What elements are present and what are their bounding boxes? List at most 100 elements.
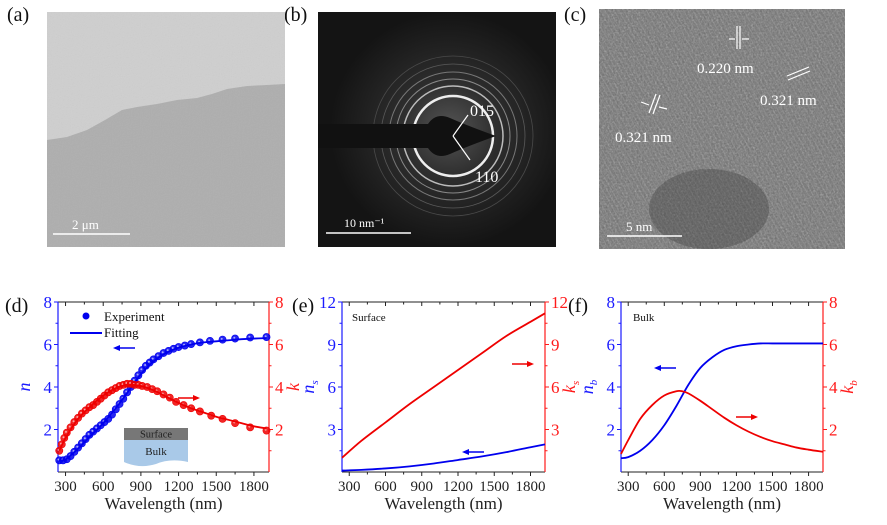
saed-pattern-image: 015 110 10 nm⁻¹ <box>318 12 556 247</box>
x-axis-title: Wavelength (nm) <box>104 494 222 513</box>
beam-stop <box>318 116 496 156</box>
data-point-highlight <box>129 382 132 385</box>
data-point-highlight <box>132 378 135 381</box>
x-tick-label: 1800 <box>239 479 269 495</box>
layer-structure-inset: Surface Bulk <box>124 428 188 467</box>
y-tick-label-left: 4 <box>44 378 53 397</box>
y-tick-label-right: 4 <box>275 378 284 397</box>
y-axis-title-right-subscript: b <box>848 380 860 386</box>
data-point-highlight <box>87 433 90 436</box>
y-axis-title-left: ns <box>298 380 321 393</box>
x-axis-title: Wavelength (nm) <box>384 494 502 513</box>
data-point-highlight <box>91 429 94 432</box>
y-axis-title-left-main: n <box>577 385 597 394</box>
arrow-right-head-icon <box>751 414 758 420</box>
data-point <box>134 371 143 380</box>
y-tick-label-right: 6 <box>275 336 284 355</box>
y-axis-title-left-main: n <box>14 383 34 392</box>
saed-label-015: 015 <box>470 103 494 120</box>
y-tick-label-left: 6 <box>44 336 53 355</box>
data-point-highlight <box>57 458 60 461</box>
data-point-highlight <box>80 411 83 414</box>
chart-tag-bulk: Bulk <box>633 312 655 324</box>
y-axis-title-left-main: n <box>298 385 318 394</box>
data-point-highlight <box>64 430 67 433</box>
x-tick-label: 600 <box>92 479 115 495</box>
chart-tag-surface: Surface <box>352 312 386 324</box>
x-tick-label: 300 <box>338 479 361 495</box>
chart-d: (d) Experiment Fitting 300 600 900 1200 1500… <box>5 293 303 513</box>
series-line-n-fitting <box>59 337 267 462</box>
panel-label-a: (a) <box>7 4 30 26</box>
data-point-highlight <box>121 383 124 386</box>
lattice-spacing-label: 0.321 nm <box>615 130 672 146</box>
y-tick-label-right: 8 <box>275 293 284 312</box>
x-tick-label: 1800 <box>794 479 824 495</box>
data-point-highlight <box>156 354 159 357</box>
data-point <box>218 335 227 344</box>
data-point-highlight <box>76 445 79 448</box>
data-point-highlight <box>233 336 236 339</box>
inset-surface-layer <box>124 428 188 440</box>
y-tick-label-right: 3 <box>551 421 560 440</box>
panel-label-e: (e) <box>292 295 314 317</box>
data-point-highlight <box>117 384 120 387</box>
scale-bar-label: 10 nm⁻¹ <box>344 216 385 230</box>
inset-bulk-layer <box>124 440 188 467</box>
series-line-k-fitting <box>58 383 267 452</box>
y-axis-title-right: ks <box>559 381 582 393</box>
hrtem-image-panel: 0.220 nm 0.321 nm 0.321 nm 5 nm <box>599 9 845 249</box>
y-tick-label-left: 2 <box>44 421 53 440</box>
y-tick-label-right: 8 <box>829 293 838 312</box>
chart-f: (f) Bulk 300 600 900 1200 1500 1800 Wavelength… <box>568 293 860 513</box>
lattice-spacing-label: 0.321 nm <box>760 93 817 109</box>
x-tick-label: 1200 <box>164 479 194 495</box>
tem-image: 2 μm <box>47 12 285 247</box>
x-tick-label: 1200 <box>721 479 751 495</box>
data-point-highlight <box>68 425 71 428</box>
y-axis-title-right: kb <box>837 380 860 394</box>
y-axis-title-right-main: k <box>283 382 303 391</box>
panel-label-d: (d) <box>5 295 28 317</box>
x-tick-label: 1800 <box>516 479 546 495</box>
data-point-highlight <box>136 373 139 376</box>
x-tick-label: 900 <box>411 479 434 495</box>
data-point-highlight <box>83 437 86 440</box>
panel-label-f: (f) <box>568 295 588 317</box>
y-tick-label-left: 2 <box>607 421 616 440</box>
data-point-highlight <box>220 337 223 340</box>
data-point-highlight <box>264 335 267 338</box>
y-tick-label-right: 6 <box>829 336 838 355</box>
data-point-highlight <box>161 351 164 354</box>
x-axis-title: Wavelength (nm) <box>663 494 781 513</box>
panel-label-c: (c) <box>564 4 587 26</box>
saed-pattern-panel: 015 110 10 nm⁻¹ <box>318 12 556 247</box>
x-tick-label: 300 <box>54 479 77 495</box>
y-tick-label-left: 8 <box>44 293 53 312</box>
series-line-n_s <box>341 443 546 472</box>
y-axis-title-left-subscript: s <box>309 380 321 384</box>
y-tick-label-right: 12 <box>551 293 568 312</box>
data-point-highlight <box>176 345 179 348</box>
data-point-highlight <box>144 363 147 366</box>
y-tick-label-left: 6 <box>328 378 337 397</box>
scale-bar-label: 5 nm <box>626 219 652 234</box>
data-point <box>231 334 239 343</box>
data-point-highlight <box>80 441 83 444</box>
y-axis-title-right-main: k <box>559 384 579 393</box>
tem-image-panel: 2 μm <box>47 12 285 247</box>
scale-bar-label: 2 μm <box>72 217 99 232</box>
x-tick-label: 1500 <box>758 479 788 495</box>
arrow-left-head-icon <box>113 345 120 351</box>
x-tick-label: 1500 <box>479 479 509 495</box>
inset-bulk-label: Bulk <box>145 446 167 458</box>
x-tick-label: 1200 <box>443 479 473 495</box>
data-point-highlight <box>166 349 169 352</box>
y-axis-title-right: k <box>283 382 303 391</box>
arrow-right-head-icon <box>193 395 200 401</box>
x-tick-label: 900 <box>130 479 153 495</box>
x-tick-label: 600 <box>374 479 397 495</box>
data-point-highlight <box>171 346 174 349</box>
data-point-highlight <box>248 335 251 338</box>
